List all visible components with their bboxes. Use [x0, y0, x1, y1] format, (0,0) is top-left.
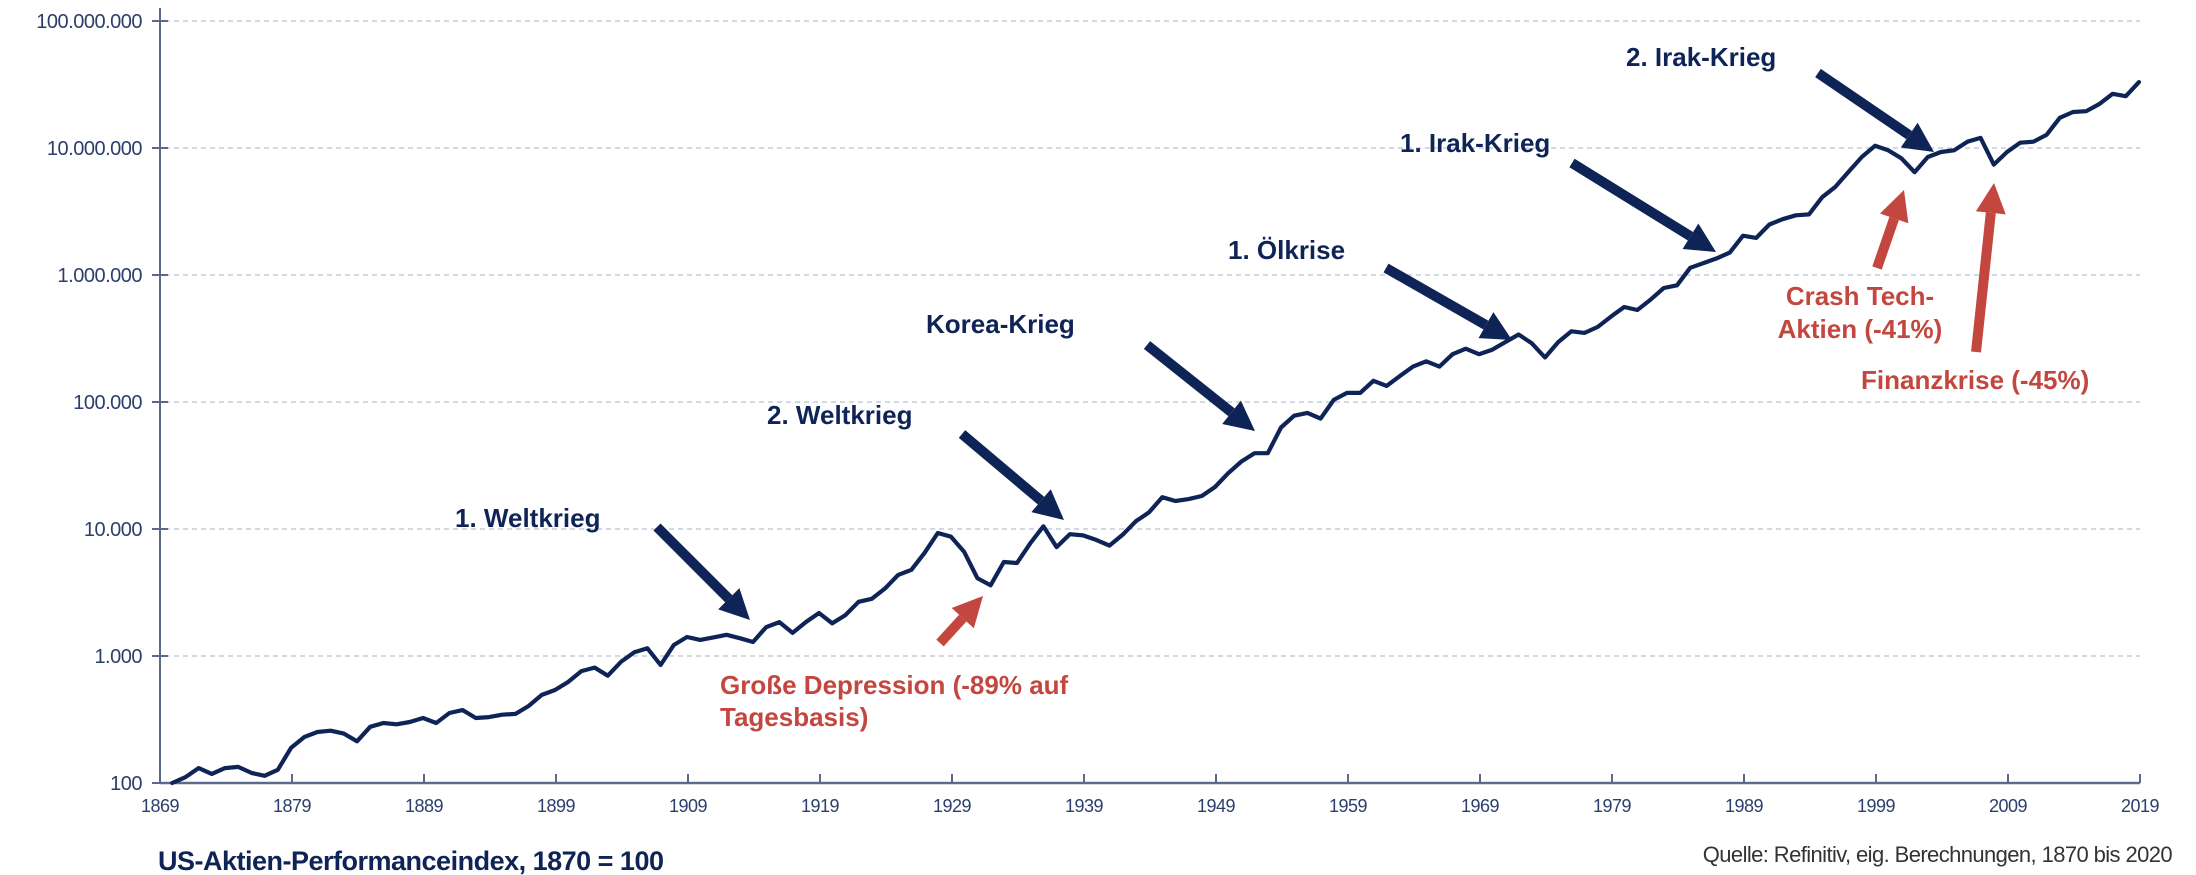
arrow-shaft — [1815, 68, 1913, 140]
arrow-head — [1682, 223, 1716, 252]
arrow-shaft — [1383, 263, 1489, 330]
arrow-head — [1900, 122, 1934, 152]
arrow-shaft — [936, 614, 967, 647]
x-tick-label: 1929 — [933, 796, 972, 816]
annotation-label: 2. Irak-Krieg — [1626, 42, 1776, 72]
series-points-layer — [172, 82, 2139, 783]
annotation-label: Finanzkrise (-45%) — [1861, 365, 2089, 395]
annotation-label: 1. Irak-Krieg — [1400, 128, 1550, 158]
x-tick-label: 1879 — [273, 796, 312, 816]
x-tick-label: 1869 — [141, 796, 180, 816]
arrow-shaft — [653, 523, 733, 603]
arrow-head — [1222, 400, 1255, 431]
x-tick-label: 1999 — [1857, 796, 1896, 816]
arrow-icon — [1971, 183, 2006, 353]
x-tick-label: 1949 — [1197, 796, 1236, 816]
arrow-shaft — [1569, 158, 1694, 241]
arrow-icon — [653, 523, 750, 620]
series-line — [170, 79, 2142, 786]
y-tick-label: 100.000.000 — [36, 11, 142, 33]
x-tick-label: 1959 — [1329, 796, 1368, 816]
x-tick-label: 2009 — [1989, 796, 2028, 816]
annotation-label: 1. Weltkrieg — [455, 503, 600, 533]
annotation-label: 2. Weltkrieg — [767, 400, 912, 430]
y-tick-label: 100.000 — [73, 392, 142, 414]
annotation-label-line-2: Aktien (-41%) — [1778, 314, 1943, 344]
x-tick-label: 1889 — [405, 796, 444, 816]
arrow-head — [1975, 183, 2006, 215]
arrow-icon — [1815, 68, 1934, 152]
arrow-shaft — [1872, 216, 1899, 270]
arrow-head — [951, 596, 983, 629]
arrow-shaft — [958, 430, 1045, 505]
annotation-oelkrise-1: 1. Ölkrise — [1228, 235, 1512, 340]
y-tick-label: 100 — [110, 773, 142, 795]
annotation-crash-tech: Crash Tech- Aktien (-41%) — [1778, 190, 1943, 344]
arrow-icon — [936, 596, 983, 647]
annotation-label: 1. Ölkrise — [1228, 235, 1345, 265]
axes — [159, 8, 2140, 785]
x-tick-label: 1989 — [1725, 796, 1764, 816]
x-tick-labels: 1869 1879 1889 1899 1909 1919 1929 1939 1949 1959… — [141, 774, 2160, 816]
annotation-label-line-2: Tagesbasis) — [720, 702, 868, 732]
x-tick-label: 1919 — [801, 796, 840, 816]
arrow-icon — [1872, 190, 1909, 270]
arrow-head — [1478, 312, 1512, 340]
chart-title: US-Aktien-Performanceindex, 1870 = 100 — [158, 846, 663, 875]
annotation-irak-krieg-1: 1. Irak-Krieg — [1400, 128, 1716, 252]
annotation-grosse-depression: Große Depression (-89% auf Tagesbasis) — [720, 596, 1069, 732]
arrow-head — [1031, 489, 1064, 520]
annotation-finanzkrise: Finanzkrise (-45%) — [1861, 183, 2089, 395]
arrow-icon — [958, 430, 1064, 520]
annotation-label-line-1: Crash Tech- — [1786, 281, 1934, 311]
x-tick-label: 2019 — [2121, 796, 2160, 816]
arrow-head — [1880, 190, 1909, 224]
annotation-label: Korea-Krieg — [926, 309, 1075, 339]
annotation-weltkrieg-2: 2. Weltkrieg — [767, 400, 1064, 520]
annotation-label-line-1: Große Depression (-89% auf — [720, 670, 1069, 700]
x-tick-label: 1939 — [1065, 796, 1104, 816]
x-tick-label: 1979 — [1593, 796, 1632, 816]
arrow-head — [718, 588, 750, 620]
x-tick-label: 1969 — [1461, 796, 1500, 816]
arrow-icon — [1383, 263, 1512, 340]
x-tick-label: 1909 — [669, 796, 708, 816]
annotation-korea-krieg: Korea-Krieg — [926, 309, 1255, 431]
x-tick-label: 1899 — [537, 796, 576, 816]
y-tick-label: 10.000.000 — [47, 138, 142, 160]
arrow-shaft — [1143, 341, 1235, 417]
y-tick-labels: 100 1.000 10.000 100.000 1.000.000 10.000.000… — [36, 11, 168, 795]
arrow-icon — [1569, 158, 1716, 252]
y-tick-label: 1.000.000 — [58, 265, 143, 287]
source-note: Quelle: Refinitiv, eig. Berechnungen, 18… — [1703, 842, 2173, 867]
y-tick-label: 10.000 — [84, 519, 143, 541]
annotation-weltkrieg-1: 1. Weltkrieg — [455, 503, 750, 620]
arrow-shaft — [1971, 212, 1996, 353]
series-line-layer — [170, 79, 2142, 786]
arrow-icon — [1143, 341, 1255, 431]
annotation-irak-krieg-2: 2. Irak-Krieg — [1626, 42, 1934, 152]
y-tick-label: 1.000 — [94, 646, 142, 668]
